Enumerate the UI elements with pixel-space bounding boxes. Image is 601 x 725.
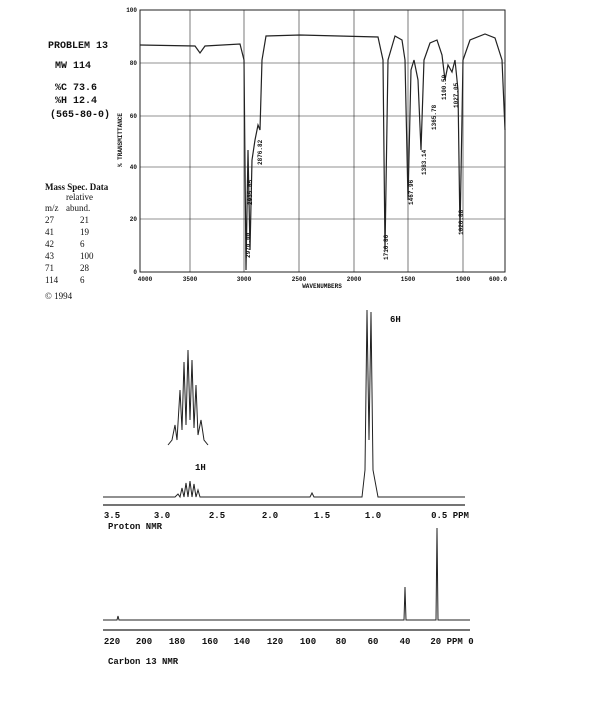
ir-y-tick: 80 [130,60,138,67]
carbon-tick: 180 [169,637,185,647]
ir-peak-label: 2935.65 [247,179,254,205]
ir-peak-label: 2970.00 [245,232,252,258]
ir-peak-label: 1467.96 [408,179,415,205]
ir-x-tick: 3500 [183,276,198,283]
carbon-nmr [103,527,470,631]
carbon-tick: 100 [300,637,316,647]
carbon-tick: 60 [368,637,379,647]
mw: MW 114 [55,61,91,72]
integration-6h: 6H [390,315,401,325]
ms-header: abund. [66,203,90,213]
proton-trace [103,309,465,499]
carbon-tick: 20 PPM 0 [430,637,473,647]
ms-abund: 6 [80,239,85,249]
hydrogen-pct: %H 12.4 [55,96,97,107]
carbon-tick: 40 [400,637,411,647]
carbon-pct: %C 73.6 [55,83,97,94]
ir-y-tick: 20 [130,216,138,223]
ms-mz: 27 [45,215,55,225]
proton-tick: 0.5 PPM [431,511,469,521]
proton-nmr [103,309,465,506]
ir-y-tick: 60 [130,113,138,120]
proton-tick: 3.5 [104,511,120,521]
ir-x-tick: 2000 [347,276,362,283]
ms-header: m/z [45,203,59,213]
ir-curve [139,33,506,271]
ms-mz: 41 [45,227,54,237]
ir-peak-label: 1383.14 [421,149,428,175]
ir-x-label: WAVENUMBERS [302,283,342,290]
ir-x-tick: 4000 [138,276,153,283]
ms-mz: 43 [45,251,55,261]
carbon-tick: 140 [234,637,250,647]
proton-tick: 1.0 [365,511,381,521]
ir-peak-label: 1027.05 [453,82,460,108]
ir-peak-label: 1716.86 [383,234,390,260]
ir-x-tick: 1500 [401,276,416,283]
ir-peak-label: 1026.88 [458,209,465,235]
ms-mz: 114 [45,275,59,285]
ir-x-tick: 600.0 [489,276,507,283]
ir-x-tick: 3000 [237,276,252,283]
carbon-tick: 80 [336,637,347,647]
carbon-tick: 120 [267,637,283,647]
carbon-label: Carbon 13 NMR [108,657,179,667]
ms-mz: 71 [45,263,54,273]
copyright: © 1994 [45,291,73,301]
ir-x-tick: 2500 [292,276,307,283]
proton-tick: 3.0 [154,511,170,521]
ir-y-label: % TRANSMITTANCE [117,113,124,167]
ms-abund: 6 [80,275,85,285]
ms-mz: 42 [45,239,54,249]
proton-tick: 2.0 [262,511,278,521]
carbon-tick: 160 [202,637,218,647]
carbon-tick: 220 [104,637,120,647]
problem-title: PROBLEM 13 [48,41,108,52]
ir-peak-label: 2876.82 [257,139,264,165]
proton-inset [167,349,209,446]
ms-abund: 19 [80,227,90,237]
ir-grid [140,10,505,272]
ir-y-tick: 100 [126,7,137,14]
proton-label: Proton NMR [108,522,163,532]
ms-abund: 100 [80,251,94,261]
ir-spectrum [139,9,506,273]
ir-peak-label: 1100.50 [441,74,448,100]
ms-abund: 28 [80,263,90,273]
ms-title: Mass Spec. Data [45,182,109,192]
ir-y-tick: 40 [130,164,138,171]
carbon-trace [103,527,470,621]
proton-tick: 2.5 [209,511,225,521]
ms-header: relative [66,192,93,202]
ir-x-tick: 1000 [456,276,471,283]
ms-abund: 21 [80,215,89,225]
integration-1h: 1H [195,463,206,473]
proton-tick: 1.5 [314,511,330,521]
cas-number: (565-80-0) [50,109,110,121]
carbon-tick: 200 [136,637,152,647]
ir-y-tick: 0 [133,269,137,276]
ir-peak-label: 1365.78 [431,104,438,130]
